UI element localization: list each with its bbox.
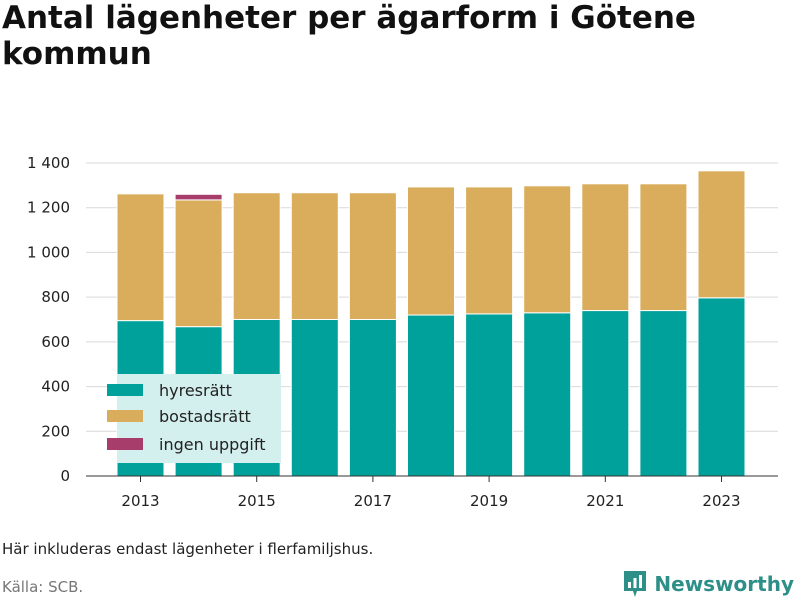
y-tick-label: 200: [41, 422, 70, 440]
y-tick-label: 1 400: [27, 154, 70, 172]
bar-hyresratt-2018: [407, 314, 455, 477]
y-axis-labels: 0 200 400 600 800 1 000 1 200 1 400: [27, 154, 70, 485]
bar-hyresratt-2021: [581, 310, 630, 477]
y-tick-label: 400: [41, 378, 70, 396]
x-tick-label: 2019: [470, 492, 508, 510]
newsworthy-logo-icon: [624, 571, 647, 597]
bar-bostadsratt-2015: [232, 192, 281, 320]
y-tick-label: 800: [41, 288, 70, 306]
x-tick-label: 2023: [702, 492, 740, 510]
bar-bostadsratt-2018: [407, 186, 455, 316]
x-tick-label: 2021: [586, 492, 624, 510]
bar-bostadsratt-2017: [348, 192, 397, 320]
footnote: Här inkluderas endast lägenheter i flerf…: [2, 540, 374, 558]
bar-bostadsratt-2022: [639, 183, 688, 312]
legend: hyresrätt bostadsrätt ingen uppgift: [107, 374, 281, 463]
legend-label-hyresratt: hyresrätt: [159, 381, 232, 400]
y-tick-label: 0: [60, 467, 70, 485]
legend-swatch-bostadsratt: [107, 410, 143, 422]
y-tick-label: 1 000: [27, 243, 70, 261]
bar-hyresratt-2019: [465, 313, 514, 477]
bar-bostadsratt-2020: [523, 185, 572, 314]
legend-swatch-ingen_uppgift: [107, 438, 143, 450]
x-axis-labels: 2013 2015 2017 2019 2021 2023: [121, 476, 741, 510]
source-note: Källa: SCB.: [2, 578, 84, 596]
x-tick-label: 2017: [354, 492, 392, 510]
brand-logo: Newsworthy: [622, 568, 794, 600]
bar-hyresratt-2017: [348, 319, 397, 477]
bar-bostadsratt-2021: [581, 183, 630, 312]
legend-label-ingen_uppgift: ingen uppgift: [159, 435, 266, 454]
legend-label-bostadsratt: bostadsrätt: [159, 407, 251, 426]
legend-swatch-hyresratt: [107, 384, 143, 396]
y-tick-label: 1 200: [27, 199, 70, 217]
bar-bostadsratt-2023: [697, 170, 746, 299]
chart-title: Antal lägenheter per ägarform i Götene k…: [2, 0, 696, 72]
y-tick-label: 600: [41, 333, 70, 351]
bar-hyresratt-2022: [639, 310, 688, 477]
bar-bostadsratt-2013: [116, 193, 165, 322]
bar-bostadsratt-2014: [174, 199, 223, 328]
legend-background: [117, 374, 281, 463]
x-tick-label: 2015: [238, 492, 276, 510]
bar-hyresratt-2016: [290, 319, 339, 477]
brand-name: Newsworthy: [654, 572, 794, 596]
x-tick-label: 2013: [121, 492, 159, 510]
bar-hyresratt-2023: [697, 297, 746, 477]
bar-bostadsratt-2019: [465, 186, 514, 315]
bar-hyresratt-2020: [523, 312, 572, 477]
bar-ingen_uppgift-2014: [174, 193, 223, 201]
bar-bostadsratt-2016: [290, 192, 339, 320]
